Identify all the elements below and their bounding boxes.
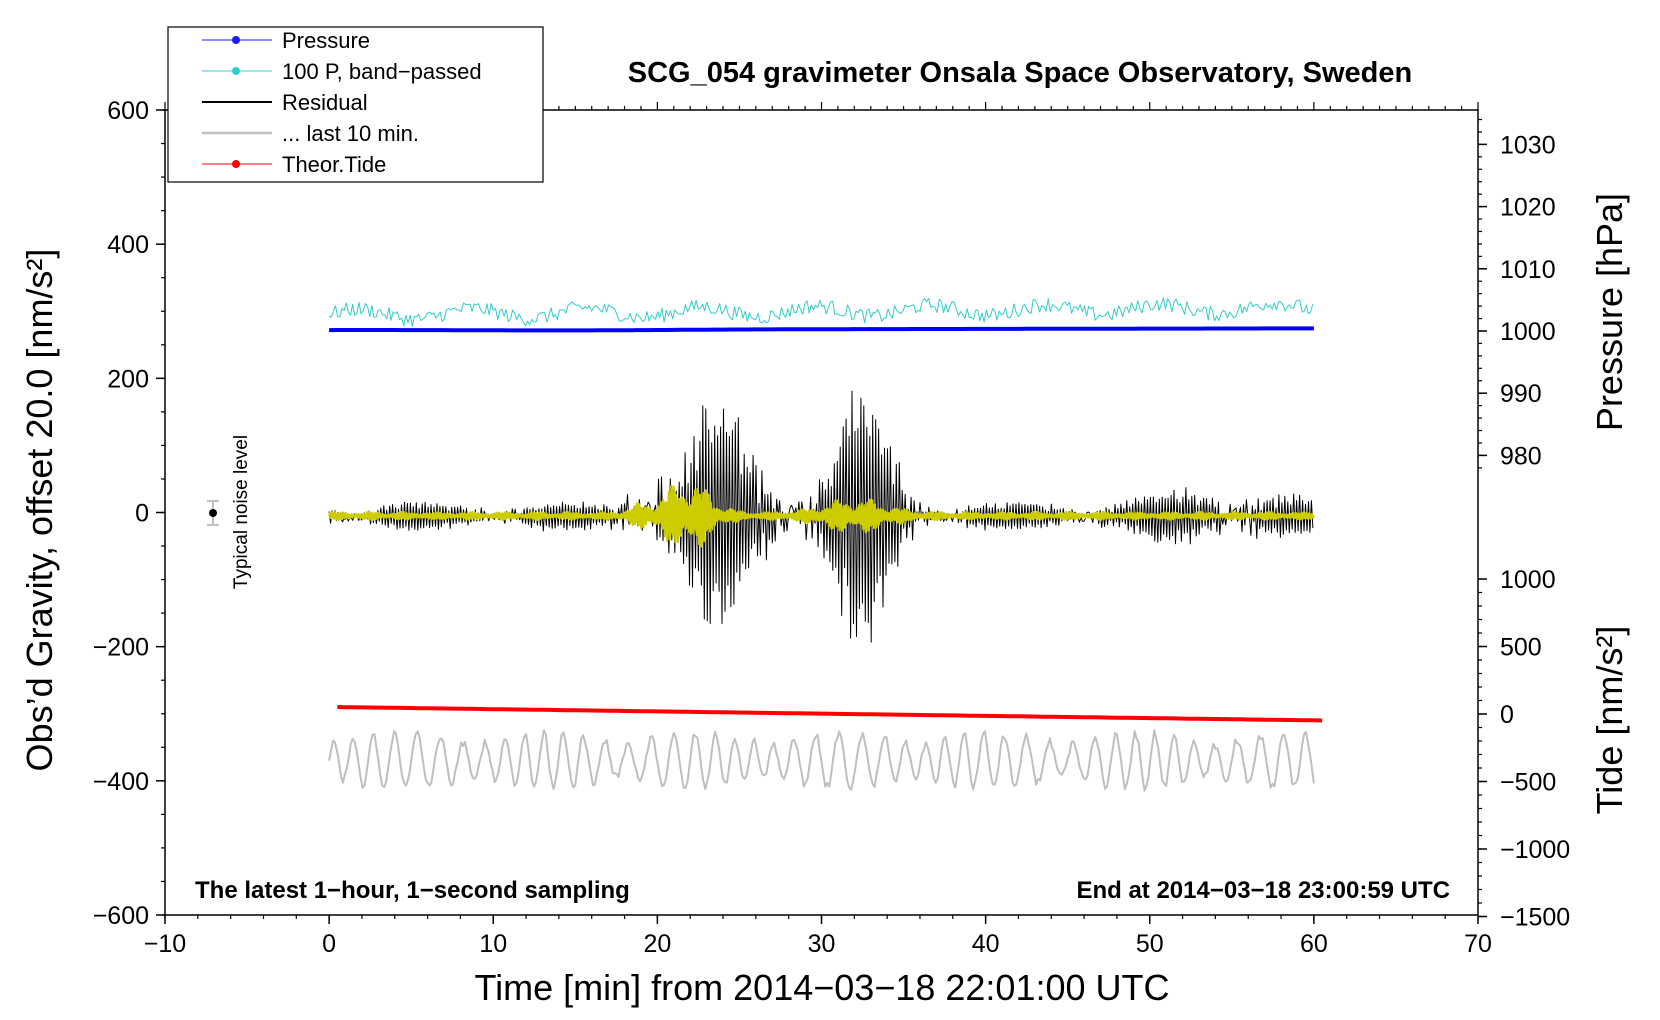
data-series [328,297,1323,792]
tide-tick-label: 500 [1500,634,1542,662]
y-tick-label: −200 [93,634,149,662]
axis-ticks: −10 0 10 20 30 40 50 60 706004002000−200−400−600… [93,97,1571,958]
x-tick-label: −10 [144,930,186,958]
legend-item-last-10-min: ... last 10 min. [202,121,419,146]
legend-item-theor-tide: Theor.Tide [202,152,386,177]
legend-label: 100 P, band−passed [282,59,482,84]
chart-title: SCG_054 gravimeter Onsala Space Observat… [628,57,1412,89]
tide-tick-label: −1500 [1500,904,1570,932]
tide-tick-label: −500 [1500,769,1556,797]
tide-tick-label: 1000 [1500,566,1556,594]
y-axis-label-pressure: Pressure [hPa] [1589,193,1630,431]
pressure-tick-label: 1000 [1500,318,1556,346]
y-axis-label-left: Obs’d Gravity, offset 20.0 [nm/s²] [19,249,60,772]
pressure-tick-label: 1020 [1500,194,1556,222]
x-tick-label: 20 [643,930,671,958]
pressure-tick-label: 990 [1500,380,1542,408]
x-tick-label: 30 [808,930,836,958]
pressure-tick-label: 980 [1500,442,1542,470]
x-tick-label: 50 [1136,930,1164,958]
legend-item-pressure: Pressure [202,28,370,53]
filtered-residual-line [328,484,1315,548]
y-tick-label: 200 [107,365,149,393]
legend-item-band-passed: 100 P, band−passed [202,59,482,84]
legend-label: Theor.Tide [282,152,386,177]
theor-tide-line [337,705,1323,723]
tide-tick-label: 0 [1500,701,1514,729]
pressure-tick-label: 1030 [1500,131,1556,159]
y-tick-label: −400 [93,768,149,796]
note-end-time: End at 2014−03−18 23:00:59 UTC [1076,877,1450,904]
noise-level-label: Typical noise level [231,435,252,589]
x-tick-label: 40 [972,930,1000,958]
noise-level-indicator [207,500,219,526]
y-tick-label: −600 [93,902,149,930]
legend: Pressure 100 P, band−passed Residual ...… [167,26,544,183]
x-tick-label: 0 [322,930,336,958]
y-tick-label: 600 [107,97,149,125]
y-tick-label: 400 [107,231,149,259]
x-tick-label: 70 [1464,930,1492,958]
legend-label: Residual [282,90,368,115]
x-axis-label: Time [min] from 2014−03−18 22:01:00 UTC [474,967,1169,1008]
x-tick-label: 60 [1300,930,1328,958]
note-sampling: The latest 1−hour, 1−second sampling [195,877,630,904]
pressure-line [329,326,1314,333]
y-axis-label-tide: Tide [nm/s²] [1589,626,1630,815]
legend-item-residual: Residual [202,90,368,115]
y-tick-label: 0 [135,500,149,528]
pressure-tick-label: 1010 [1500,256,1556,284]
legend-label: Pressure [282,28,370,53]
x-tick-label: 10 [479,930,507,958]
band-passed-pressure-line [328,297,1314,327]
tide-tick-label: −1000 [1500,836,1570,864]
legend-label: ... last 10 min. [282,121,419,146]
last-10-min-line [328,729,1315,792]
